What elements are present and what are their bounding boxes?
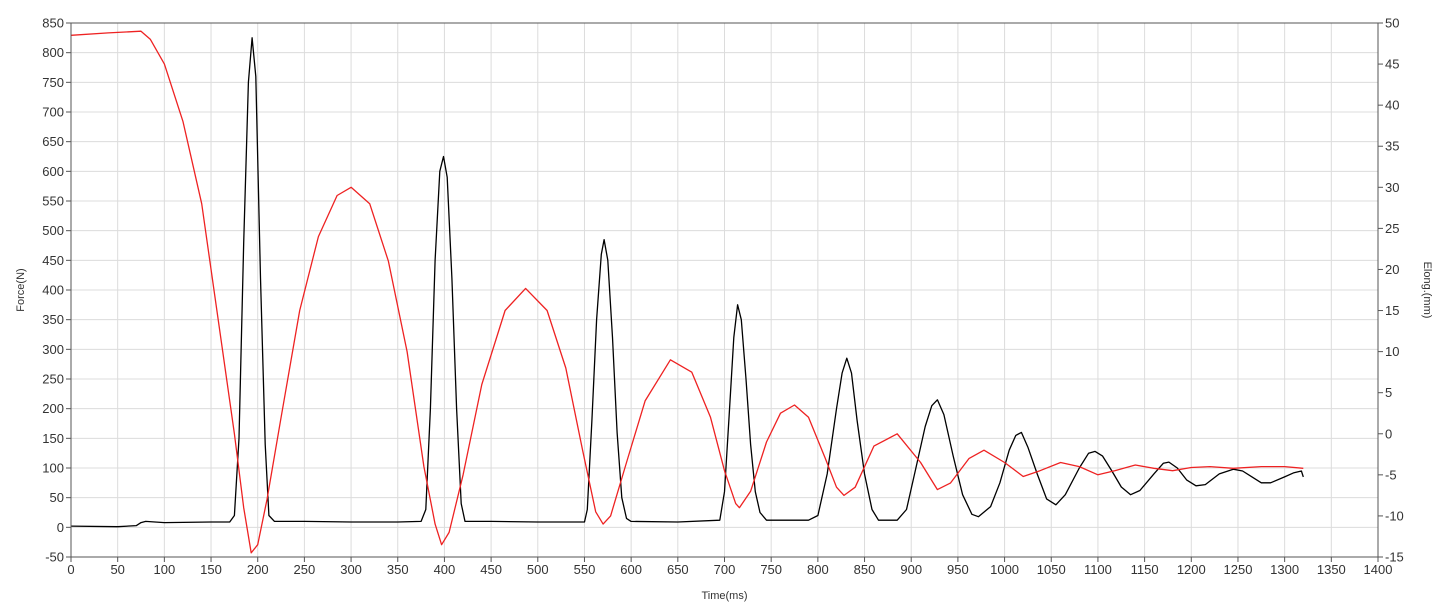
right-y-tick-label: 50 [1385, 16, 1399, 31]
x-tick-label: 1400 [1364, 562, 1393, 577]
left-y-axis-label: Force(N) [15, 268, 27, 311]
x-tick-label: 150 [200, 562, 222, 577]
x-tick-label: 800 [807, 562, 829, 577]
x-tick-label: 450 [480, 562, 502, 577]
left-y-tick-label: 550 [42, 194, 64, 209]
right-y-tick-label: 25 [1385, 221, 1399, 236]
x-tick-label: 1100 [1084, 562, 1112, 577]
right-y-tick-label: 20 [1385, 262, 1399, 277]
series-layer [70, 30, 1304, 554]
left-y-tick-label: 600 [42, 164, 64, 179]
left-y-tick-label: 250 [42, 372, 64, 387]
left-y-tick-label: 450 [42, 253, 64, 268]
right-y-tick-label: 40 [1385, 98, 1399, 113]
right-y-tick-label: 35 [1385, 139, 1399, 154]
x-tick-label: 350 [387, 562, 409, 577]
x-tick-label: 0 [67, 562, 74, 577]
left-y-tick-label: 350 [42, 312, 64, 327]
x-tick-label: 1000 [990, 562, 1019, 577]
right-y-tick-label: 0 [1385, 426, 1392, 441]
right-y-axis-label: Elong.(mm) [1421, 262, 1433, 319]
right-y-axis-ticks: -15 -10 -5 0 5 10 15 20 25 30 35 40 45 50 [1378, 16, 1404, 565]
x-tick-label: 600 [620, 562, 642, 577]
x-tick-label: 300 [340, 562, 362, 577]
x-tick-label: 1200 [1177, 562, 1206, 577]
x-tick-label: 50 [110, 562, 124, 577]
left-y-tick-label: 150 [42, 431, 64, 446]
left-y-tick-label: 100 [42, 461, 64, 476]
x-tick-label: 400 [434, 562, 456, 577]
x-axis-label: Time(ms) [701, 590, 747, 602]
right-y-tick-label: 45 [1385, 57, 1399, 72]
left-y-tick-label: 500 [42, 223, 64, 238]
x-tick-label: 650 [667, 562, 689, 577]
left-y-tick-label: -50 [45, 550, 64, 565]
right-axis-series-line [70, 30, 1304, 554]
x-tick-label: 900 [900, 562, 922, 577]
x-tick-label: 1250 [1224, 562, 1253, 577]
left-y-tick-label: 300 [42, 342, 64, 357]
x-tick-label: 550 [574, 562, 596, 577]
x-tick-label: 500 [527, 562, 549, 577]
x-tick-label: 250 [294, 562, 316, 577]
right-y-tick-label: -5 [1385, 467, 1397, 482]
x-tick-label: 700 [714, 562, 736, 577]
right-y-tick-label: 15 [1385, 303, 1399, 318]
x-tick-label: 1300 [1270, 562, 1299, 577]
right-y-tick-label: 10 [1385, 344, 1399, 359]
x-tick-label: 1350 [1317, 562, 1346, 577]
left-y-tick-label: 650 [42, 134, 64, 149]
x-tick-label: 850 [854, 562, 876, 577]
left-y-tick-label: 0 [57, 520, 64, 535]
x-tick-label: 1150 [1131, 562, 1159, 577]
x-tick-label: 750 [760, 562, 782, 577]
left-y-tick-label: 200 [42, 401, 64, 416]
left-y-tick-label: 700 [42, 105, 64, 120]
left-y-tick-label: 50 [50, 490, 64, 505]
right-y-tick-label: 5 [1385, 385, 1392, 400]
left-y-tick-label: 800 [42, 45, 64, 60]
x-axis-ticks: 0 50 100 150 200 250 300 350 400 450 500 550 600 650 7… [67, 557, 1392, 577]
x-tick-label: 1050 [1037, 562, 1066, 577]
right-y-tick-label: 30 [1385, 180, 1399, 195]
right-y-tick-label: -15 [1385, 550, 1404, 565]
right-y-tick-label: -10 [1385, 508, 1404, 523]
left-y-axis-ticks: -50 0 50 100 150 200 250 300 350 400 450 500 550 600 6… [42, 16, 71, 565]
left-axis-series-line [70, 37, 1304, 528]
grid-lines [70, 22, 1379, 558]
left-y-tick-label: 850 [42, 16, 64, 31]
x-tick-label: 950 [947, 562, 969, 577]
x-tick-label: 100 [154, 562, 176, 577]
left-y-tick-label: 400 [42, 283, 64, 298]
x-tick-label: 200 [247, 562, 269, 577]
left-y-tick-label: 750 [42, 75, 64, 90]
